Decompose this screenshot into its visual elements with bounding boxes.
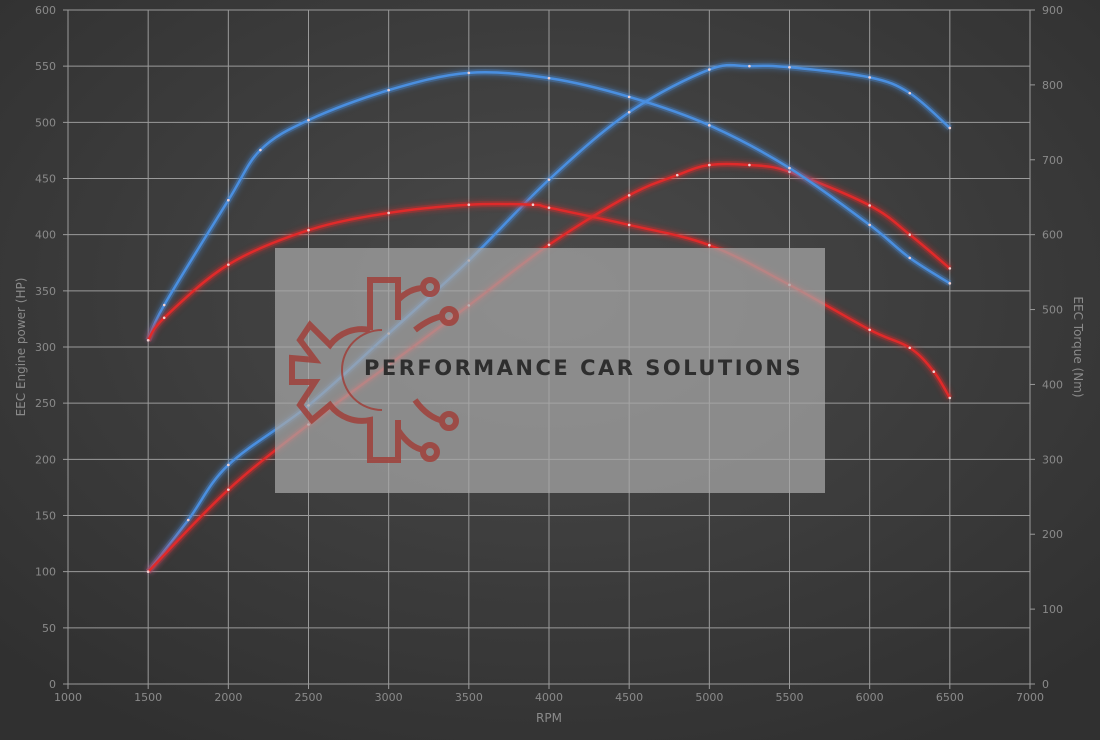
data-point bbox=[908, 256, 912, 260]
y-left-tick-label: 150 bbox=[35, 510, 56, 523]
data-point bbox=[948, 126, 952, 130]
data-point bbox=[146, 570, 150, 573]
data-point bbox=[708, 68, 711, 71]
data-point bbox=[547, 76, 551, 80]
data-point bbox=[186, 518, 190, 522]
data-point bbox=[948, 282, 952, 285]
data-point bbox=[547, 178, 551, 181]
data-point bbox=[531, 203, 535, 207]
data-point bbox=[467, 71, 471, 75]
y-left-tick-label: 100 bbox=[35, 566, 56, 579]
watermark-text: PERFORMANCE CAR SOLUTIONS bbox=[364, 356, 803, 380]
x-tick-label: 4000 bbox=[535, 691, 563, 704]
data-point bbox=[788, 166, 791, 170]
data-point bbox=[627, 95, 631, 99]
data-point bbox=[467, 203, 471, 207]
data-point bbox=[748, 64, 751, 68]
data-point bbox=[868, 204, 871, 207]
data-point bbox=[748, 163, 751, 167]
data-point bbox=[259, 148, 262, 152]
data-point bbox=[708, 124, 711, 127]
x-axis-label: RPM bbox=[536, 711, 562, 725]
data-point bbox=[387, 211, 390, 215]
data-point bbox=[162, 303, 166, 307]
data-point bbox=[227, 263, 230, 266]
y-right-tick-label: 0 bbox=[1042, 678, 1049, 691]
data-point bbox=[908, 346, 912, 350]
x-tick-label: 6500 bbox=[936, 691, 964, 704]
data-point bbox=[227, 198, 230, 202]
y-left-tick-label: 450 bbox=[35, 173, 56, 186]
x-tick-label: 4500 bbox=[615, 691, 643, 704]
data-point bbox=[932, 370, 936, 374]
y-right-tick-label: 700 bbox=[1042, 154, 1063, 167]
x-tick-label: 1000 bbox=[54, 691, 82, 704]
series-blue-power bbox=[145, 62, 952, 574]
data-point bbox=[547, 243, 551, 247]
x-tick-label: 5000 bbox=[695, 691, 723, 704]
x-tick-label: 6000 bbox=[856, 691, 884, 704]
data-point bbox=[708, 243, 711, 247]
x-tick-label: 7000 bbox=[1016, 691, 1044, 704]
y-right-tick-label: 300 bbox=[1042, 453, 1063, 466]
data-point bbox=[387, 88, 390, 92]
data-point bbox=[675, 173, 679, 177]
x-tick-label: 1500 bbox=[134, 691, 162, 704]
watermark-panel bbox=[275, 248, 825, 493]
y-right-tick-label: 400 bbox=[1042, 378, 1063, 391]
y-left-tick-label: 300 bbox=[35, 341, 56, 354]
y-right-tick-label: 100 bbox=[1042, 603, 1063, 616]
x-tick-label: 5500 bbox=[776, 691, 804, 704]
data-point bbox=[547, 206, 551, 210]
y-left-tick-label: 550 bbox=[35, 60, 56, 73]
y-right-tick-label: 900 bbox=[1042, 4, 1063, 17]
gear-logo-icon bbox=[289, 277, 459, 463]
y-right-tick-label: 200 bbox=[1042, 528, 1063, 541]
y-right-tick-label: 500 bbox=[1042, 304, 1063, 317]
y-left-tick-label: 400 bbox=[35, 229, 56, 242]
y-right-tick-label: 600 bbox=[1042, 229, 1063, 242]
data-point bbox=[146, 338, 150, 342]
data-point bbox=[868, 76, 871, 79]
series-red-torque bbox=[145, 200, 953, 400]
watermark: PERFORMANCE CAR SOLUTIONS bbox=[275, 248, 825, 493]
y-left-tick-label: 250 bbox=[35, 397, 56, 410]
x-tick-label: 3000 bbox=[375, 691, 403, 704]
series-lines bbox=[145, 62, 953, 574]
data-point bbox=[908, 91, 912, 95]
x-tick-label: 2000 bbox=[214, 691, 242, 704]
x-tick-label: 2500 bbox=[295, 691, 323, 704]
series-blue-torque bbox=[145, 69, 952, 342]
y-left-tick-label: 500 bbox=[35, 116, 56, 129]
data-point bbox=[788, 65, 791, 69]
data-point bbox=[948, 267, 952, 270]
data-point bbox=[868, 328, 871, 332]
y-left-tick-label: 200 bbox=[35, 453, 56, 466]
data-point bbox=[708, 163, 711, 167]
data-point bbox=[307, 228, 310, 232]
data-point bbox=[868, 223, 871, 227]
y-left-tick-label: 0 bbox=[49, 678, 56, 691]
data-point bbox=[627, 223, 631, 227]
data-point bbox=[227, 463, 230, 467]
y-left-tick-label: 600 bbox=[35, 4, 56, 17]
x-tick-label: 3500 bbox=[455, 691, 483, 704]
data-point bbox=[908, 233, 912, 236]
y-left-tick-label: 50 bbox=[42, 622, 56, 635]
data-point bbox=[627, 110, 631, 114]
data-point bbox=[227, 488, 230, 491]
y-left-tick-label: 350 bbox=[35, 285, 56, 298]
data-point bbox=[627, 194, 631, 197]
tick-labels: 1000 1500 2000 2500 3000 3500 4000 4500 5000 5500… bbox=[35, 4, 1063, 704]
data-point bbox=[307, 118, 310, 122]
y-axis-right-label: EEC Torque (Nm) bbox=[1071, 296, 1085, 397]
y-right-tick-label: 800 bbox=[1042, 79, 1063, 92]
data-point bbox=[948, 396, 952, 400]
data-point bbox=[162, 316, 166, 320]
y-axis-left-label: EEC Engine power (HP) bbox=[14, 278, 28, 417]
